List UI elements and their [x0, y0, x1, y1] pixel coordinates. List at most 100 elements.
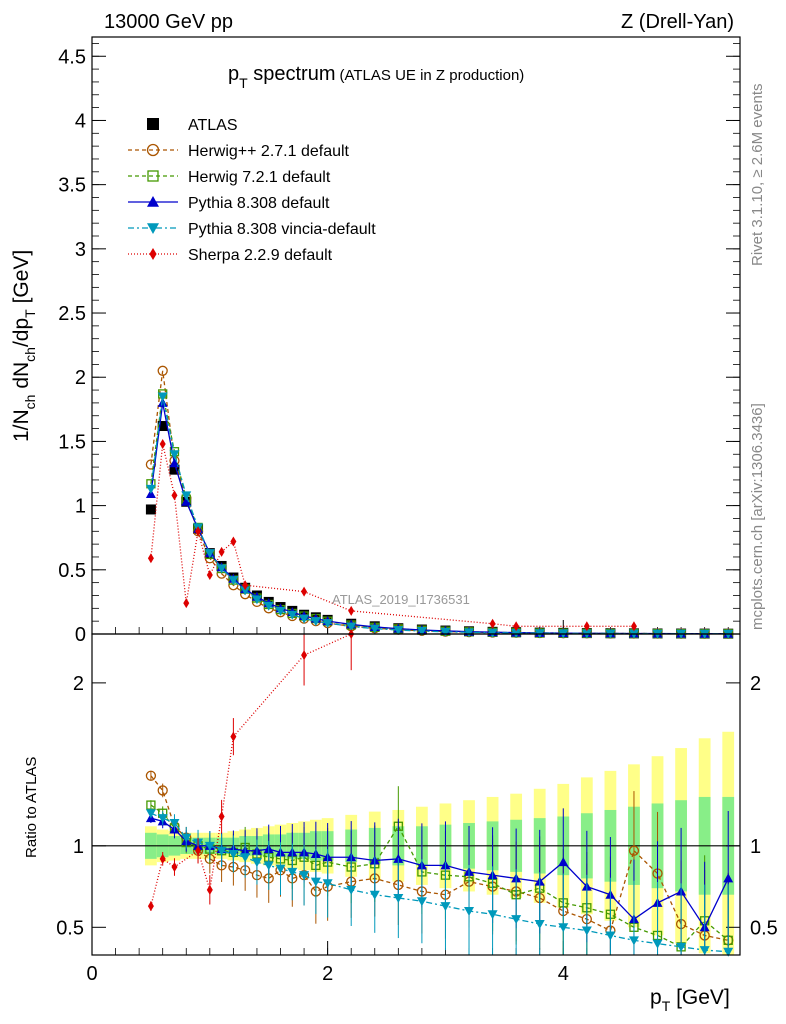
ratio-point-3-15: [322, 879, 333, 889]
ratio-point-4-0: [147, 901, 154, 912]
ratio-point-0-0: [145, 770, 157, 781]
point-4-3: [181, 491, 192, 501]
plot-title: pT spectrum (ATLAS UE in Z production): [228, 63, 524, 91]
ratio-line-3: [150, 812, 729, 953]
ratio-point-3-13: [299, 871, 310, 881]
point-3-3: [181, 496, 192, 506]
point-5-22: [489, 618, 496, 629]
ratio-y-tick-label-right: 1: [750, 836, 761, 858]
ratio-point-3-26: [581, 926, 592, 936]
ratio-point-3-31: [699, 946, 710, 956]
ratio-point-3-2: [169, 819, 180, 829]
ratio-point-2-25: [558, 857, 569, 867]
legend-label-1: Herwig++ 2.7.1 default: [188, 143, 350, 160]
point-5-16: [348, 605, 355, 616]
ratio-point-3-16: [346, 885, 357, 895]
point-5-0: [147, 553, 154, 564]
ratio-point-3-19: [416, 897, 427, 907]
point-4-19: [416, 627, 427, 637]
point-0-0: [145, 504, 156, 515]
watermark: ATLAS_2019_I1736531: [332, 592, 470, 607]
point-5-8: [242, 580, 249, 591]
ratio-point-3-29: [652, 939, 663, 949]
ratio-point-4-1: [159, 853, 166, 864]
ratio-y-tick-label: 2: [73, 673, 84, 695]
point-4-10: [263, 601, 274, 611]
legend-marker-1: [146, 143, 160, 157]
ratio-y-tick-label: 0.5: [56, 917, 84, 939]
point-5-7: [230, 536, 237, 547]
point-4-9: [251, 595, 262, 605]
ratio-point-3-3: [181, 833, 192, 843]
y-tick-label: 1.5: [58, 431, 86, 453]
rivet-label: Rivet 3.1.10, ≥ 2.6M events: [749, 84, 766, 267]
point-4-13: [299, 614, 310, 624]
legend-label-2: Herwig 7.2.1 default: [188, 169, 331, 186]
ratio-point-3-21: [464, 907, 475, 917]
ratio-point-3-27: [605, 931, 616, 941]
legend-label-4: Pythia 8.308 vincia-default: [188, 221, 376, 238]
point-4-15: [322, 619, 333, 629]
legend-marker-4: [147, 223, 159, 234]
y-tick-label: 4: [75, 110, 86, 132]
y-tick-label: 3.5: [58, 175, 86, 197]
ratio-point-3-18: [393, 893, 404, 903]
point-0-1: [157, 421, 168, 432]
ratio-point-3-9: [251, 858, 262, 868]
point-5-28: [630, 621, 637, 632]
ratio-frame: [91, 633, 741, 956]
ratio-axis-label: Ratio to ATLAS: [23, 757, 40, 858]
point-5-26: [583, 621, 590, 632]
point-4-17: [369, 624, 380, 634]
legend: ATLAS Herwig++ 2.7.1 default Herwig 7.2.1 …: [128, 117, 376, 264]
ratio-y-tick-label-right: 2: [750, 673, 761, 695]
point-5-3: [183, 598, 190, 609]
ratio-point-0-1: [157, 785, 168, 796]
ratio-point-3-14: [310, 877, 321, 887]
x-axis-label: pT [GeV]: [650, 986, 730, 1014]
ratio-point-4-13: [301, 650, 308, 661]
point-4-2: [169, 450, 180, 460]
header-left: 13000 GeV pp: [104, 11, 233, 33]
point-4-1: [157, 392, 168, 402]
y-tick-label: 4.5: [58, 46, 86, 68]
point-4-18: [393, 626, 404, 636]
point-4-20: [440, 627, 451, 637]
point-4-12: [287, 610, 298, 620]
point-4-8: [240, 586, 251, 596]
ratio-point-4-2: [171, 862, 178, 873]
ratio-point-4-5: [206, 884, 213, 895]
point-0-2: [169, 464, 180, 475]
ratio-point-2-32: [723, 873, 734, 883]
ratio-point-3-6: [216, 846, 227, 856]
point-4-0: [145, 484, 156, 494]
point-4-14: [310, 617, 321, 627]
ratio-point-3-7: [228, 849, 239, 859]
legend-marker-3: [147, 196, 159, 207]
ratio-y-tick-label: 1: [73, 836, 84, 858]
ratio-panel: 0.5 0.5 1 1 2 2 0 2 4: [56, 629, 778, 985]
ratio-point-3-5: [204, 841, 215, 851]
ratio-point-3-24: [534, 920, 545, 930]
ratio-point-3-30: [676, 942, 687, 952]
legend-label-0: ATLAS: [188, 117, 238, 134]
ratio-point-3-12: [287, 867, 298, 877]
point-5-6: [218, 546, 225, 557]
ratio-point-3-0: [145, 809, 156, 819]
y-tick-label: 2: [75, 367, 86, 389]
ratio-point-3-11: [275, 864, 286, 874]
point-4-11: [275, 606, 286, 616]
y-tick-label: 0.5: [58, 560, 86, 582]
legend-marker-5: [149, 248, 157, 260]
ratio-point-3-32: [723, 947, 734, 957]
point-5-23: [513, 621, 520, 632]
point-1-1: [157, 365, 168, 376]
ratio-point-3-28: [628, 936, 639, 946]
legend-label-5: Sherpa 2.2.9 default: [188, 247, 333, 264]
point-5-2: [171, 490, 178, 501]
point-4-21: [464, 628, 475, 638]
ratio-x-tick-label: 4: [558, 963, 569, 985]
point-4-22: [487, 628, 498, 638]
ratio-point-4-6: [218, 811, 225, 822]
